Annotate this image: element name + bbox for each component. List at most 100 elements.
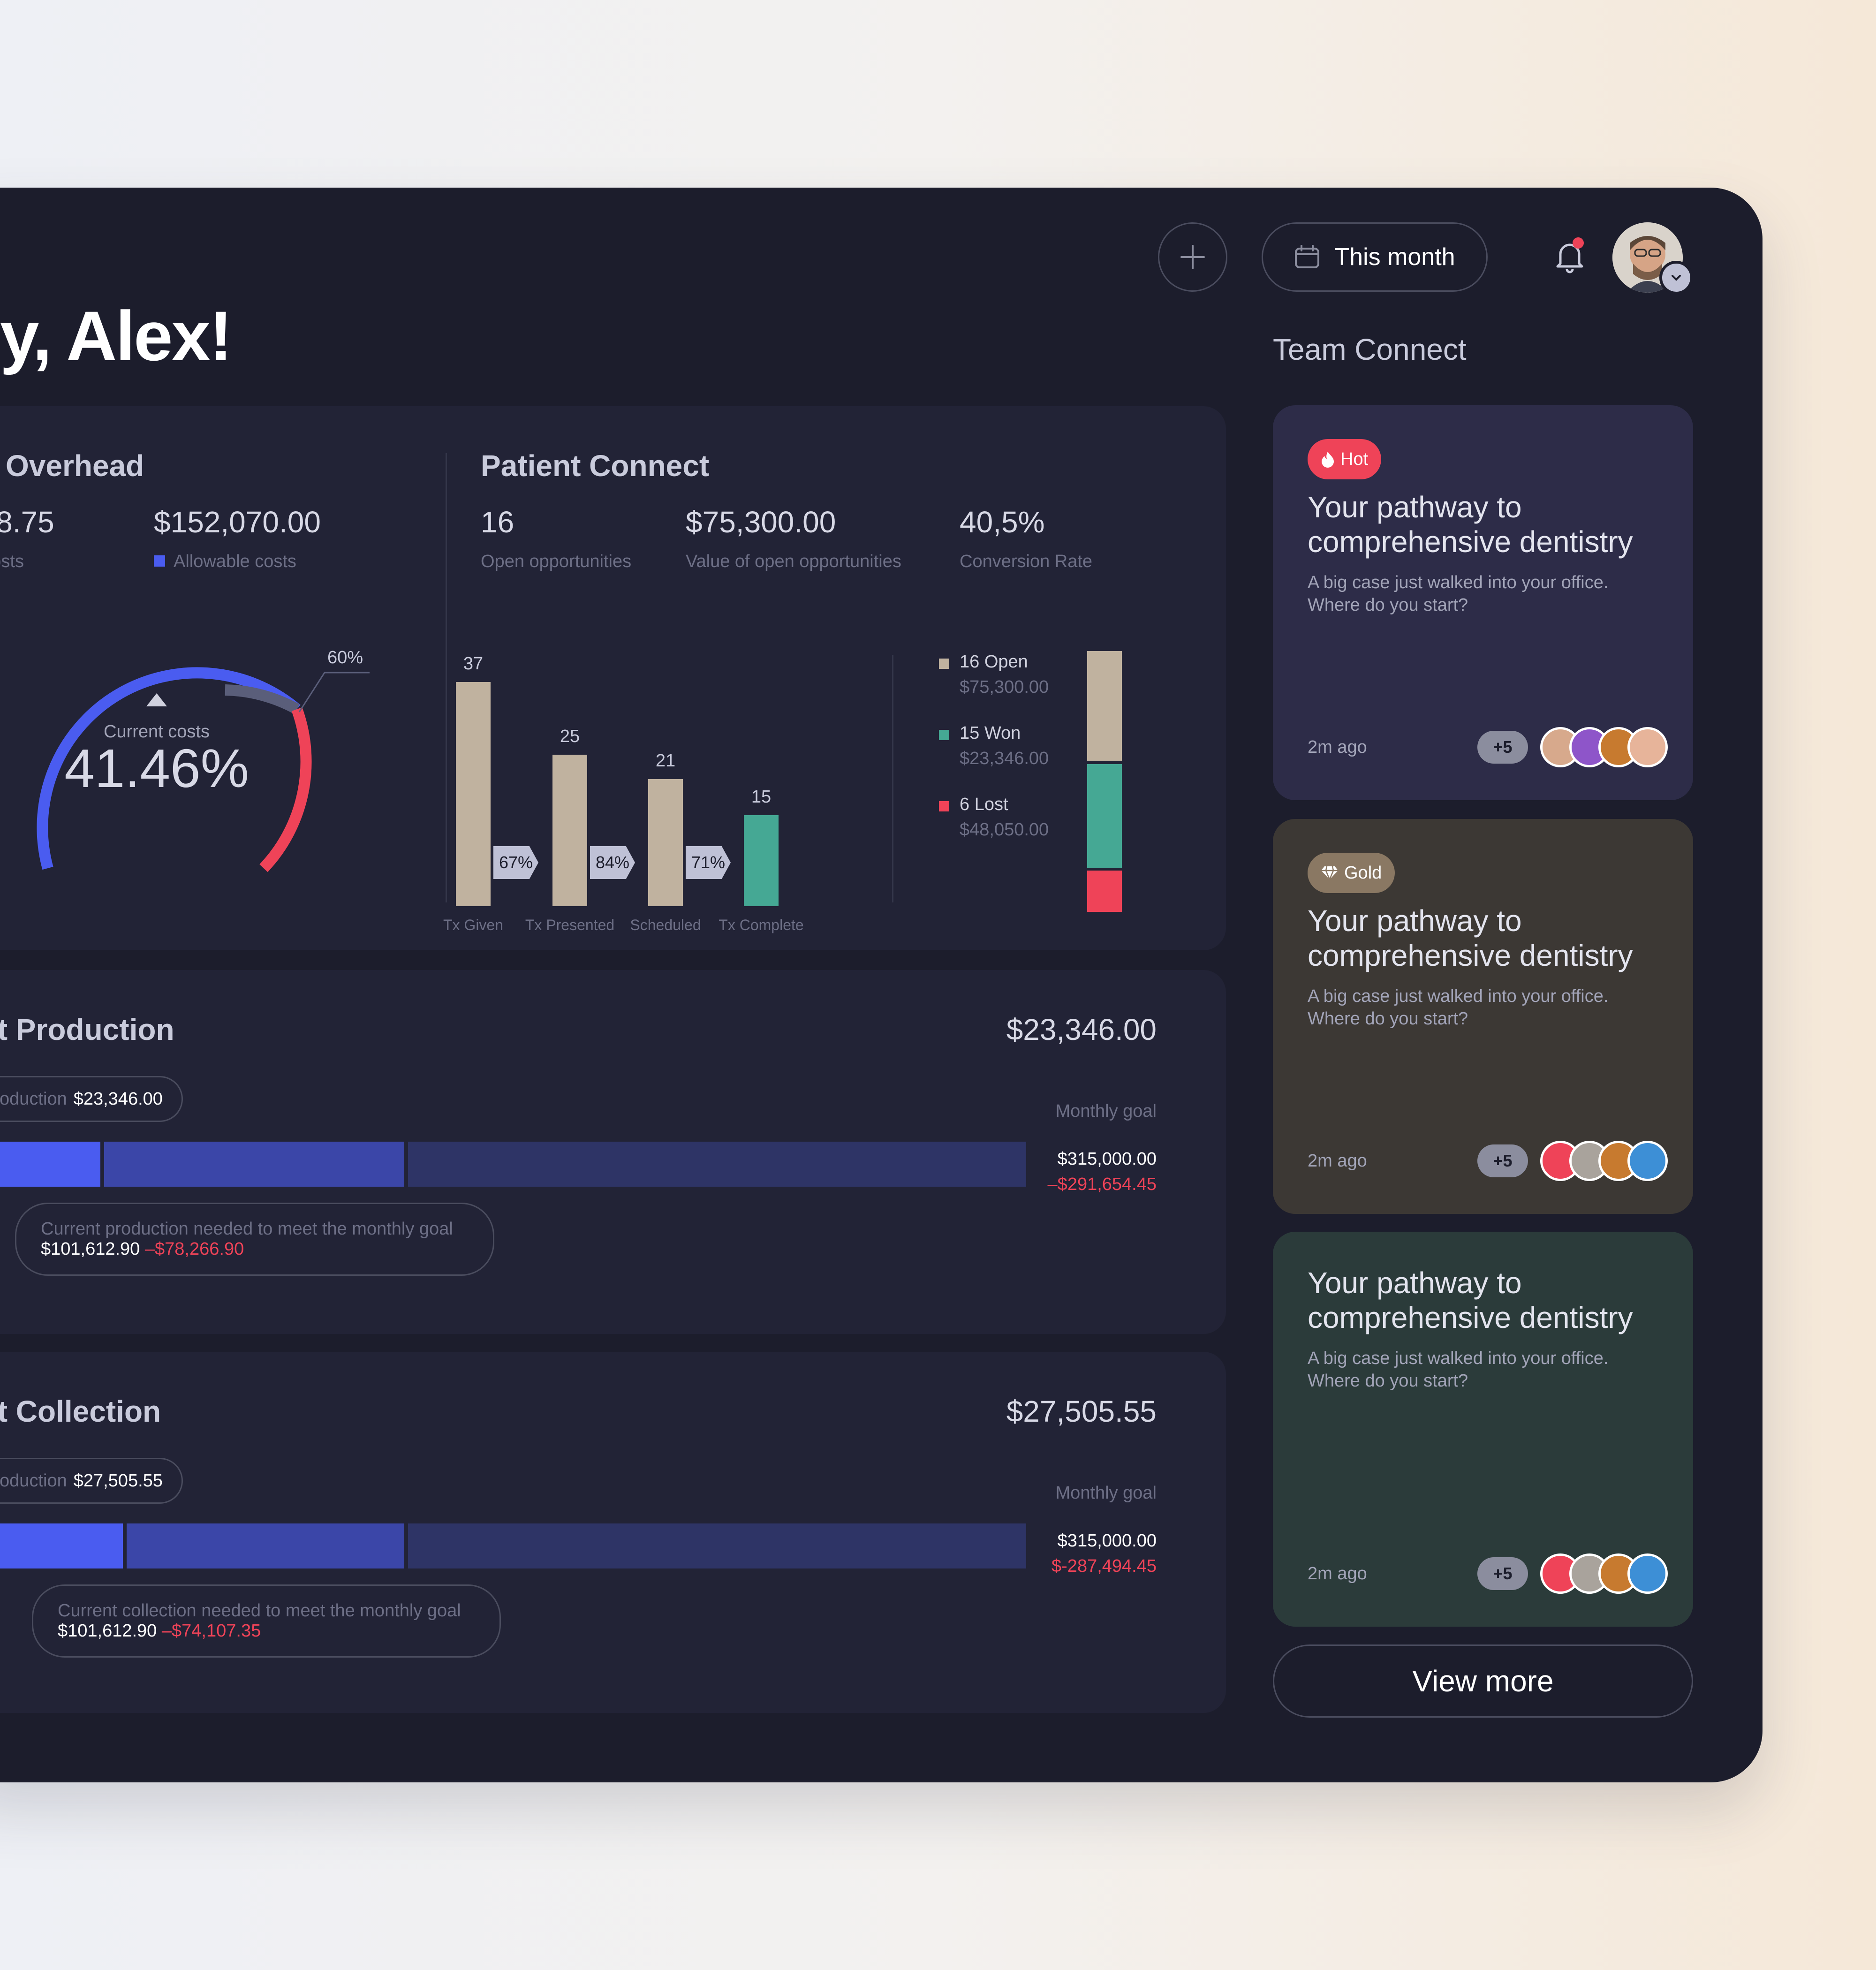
period-selector[interactable]: This month: [1262, 222, 1488, 292]
add-button[interactable]: [1158, 222, 1227, 292]
badge-label: Gold: [1344, 863, 1382, 883]
progress-remaining: [408, 1142, 1026, 1187]
pill-label: nt production: [0, 1089, 67, 1109]
collection-title: ent Collection: [0, 1394, 161, 1428]
legend-label: 16 Open: [960, 652, 1028, 672]
needed-value: $101,612.90: [58, 1621, 157, 1641]
progress-current: [0, 1523, 123, 1568]
allowable-costs-swatch: [154, 555, 165, 567]
stack-segment-won: [1087, 764, 1122, 868]
member-avatar: [1627, 1553, 1668, 1594]
legend-value: $75,300.00: [960, 677, 1049, 697]
needed-difference: –$78,266.90: [144, 1239, 244, 1259]
pill-values: $101,612.90 –$74,107.35: [58, 1621, 261, 1641]
gauge-value: 41.46%: [64, 738, 249, 799]
monthly-goal-label: Monthly goal: [1055, 1483, 1157, 1503]
costs-gauge: 60% Current costs 41.46%: [37, 648, 370, 872]
progress-current: [0, 1142, 100, 1187]
diamond-icon: [1321, 866, 1338, 880]
pill-label: Current collection needed to meet the mo…: [58, 1601, 461, 1621]
collection-needed-pill: Current collection needed to meet the mo…: [32, 1584, 501, 1658]
chart-divider: [892, 655, 893, 902]
notifications-button[interactable]: [1550, 236, 1589, 276]
team-card[interactable]: Gold Your pathway to comprehensive denti…: [1273, 819, 1693, 1214]
card-time: 2m ago: [1308, 737, 1367, 757]
conversion-badge: 71%: [686, 846, 731, 879]
gauge-arc-remaining: [225, 684, 300, 714]
production-total: $23,346.00: [1006, 1013, 1157, 1046]
hot-badge: Hot: [1308, 439, 1382, 479]
bar-value-label: 37: [463, 654, 484, 674]
collection-total: $27,505.55: [1006, 1394, 1157, 1428]
legend-value: $23,346.00: [960, 749, 1049, 768]
team-card[interactable]: Hot Your pathway to comprehensive dentis…: [1273, 405, 1693, 800]
profile-menu-toggle[interactable]: [1659, 261, 1693, 295]
bar-value-label: 21: [655, 750, 676, 771]
pill-value: $27,505.55: [73, 1470, 163, 1491]
legend-swatch-open: [939, 659, 949, 669]
card-time: 2m ago: [1308, 1151, 1367, 1171]
goal-value: $315,000.00: [1057, 1149, 1157, 1169]
card-description: A big case just walked into your office.…: [1308, 986, 1609, 1029]
more-members-badge: +5: [1477, 731, 1528, 764]
stat-value: $75,300.00: [686, 505, 836, 539]
member-avatar: [1627, 1141, 1668, 1181]
flame-icon: [1322, 452, 1334, 468]
x-axis-label: Tx Given: [443, 917, 504, 933]
progress-needed: [104, 1142, 404, 1187]
legend-label: 15 Won: [960, 723, 1021, 743]
stat-label: Value of open opportunities: [686, 552, 901, 571]
calendar-icon: [1295, 245, 1320, 268]
threshold-label: 60%: [327, 648, 363, 667]
legend-swatch-won: [939, 730, 949, 740]
user-photo: [1612, 222, 1683, 293]
conversion-badge: 84%: [590, 846, 635, 879]
overview-card: Overhead 088.75 nt costs $152,070.00 All…: [0, 406, 1226, 950]
view-more-button[interactable]: View more: [1273, 1644, 1693, 1718]
x-axis-label: Tx Complete: [719, 917, 804, 933]
progress-needed: [127, 1523, 404, 1568]
patient-connect-title: Patient Connect: [481, 449, 710, 483]
more-members-badge: +5: [1477, 1557, 1528, 1590]
needed-difference: –$74,107.35: [161, 1621, 261, 1641]
user-avatar[interactable]: [1612, 222, 1683, 293]
needed-value: $101,612.90: [41, 1239, 140, 1259]
gauge-pointer: [146, 693, 167, 706]
bell-icon: [1556, 237, 1584, 273]
production-card: ent Production $23,346.00 nt production …: [0, 970, 1226, 1334]
x-axis-label: Tx Presented: [525, 917, 615, 933]
funnel-bar: [456, 682, 491, 906]
monthly-goal-label: Monthly goal: [1055, 1101, 1157, 1121]
production-current-pill: nt production $23,346.00: [0, 1076, 183, 1122]
production-title: ent Production: [0, 1013, 174, 1046]
badge-label: Hot: [1340, 449, 1369, 469]
period-label: This month: [1334, 243, 1455, 271]
card-time: 2m ago: [1308, 1564, 1367, 1584]
dashboard-window: y, Alex! This month Overhead 088.75 nt c…: [0, 188, 1763, 1782]
allowable-costs-value: $152,070.00: [154, 505, 321, 539]
collection-card: ent Collection $27,505.55 nt production …: [0, 1352, 1226, 1713]
card-description: A big case just walked into your office.…: [1308, 573, 1609, 615]
goal-difference: $-287,494.45: [1051, 1556, 1157, 1576]
current-costs-label: nt costs: [0, 552, 24, 571]
pill-values: $101,612.90 –$78,266.90: [41, 1239, 244, 1259]
funnel-bar: [744, 815, 779, 906]
plus-icon: [1180, 245, 1205, 269]
legend-value: $48,050.00: [960, 820, 1049, 840]
team-card[interactable]: Your pathway to comprehensive dentistry …: [1273, 1232, 1693, 1627]
chevron-down-icon: [1672, 275, 1681, 281]
stack-segment-open: [1087, 651, 1122, 762]
gold-badge: Gold: [1308, 853, 1395, 893]
allowable-costs-label: Allowable costs: [174, 552, 296, 571]
x-axis-label: Scheduled: [630, 917, 701, 933]
stat-value: 16: [481, 505, 514, 539]
legend-swatch-lost: [939, 801, 949, 811]
funnel-bar: [552, 755, 587, 906]
progress-remaining: [408, 1523, 1026, 1568]
threshold-leader: [298, 672, 370, 712]
section-divider: [446, 453, 447, 902]
bar-value-label: 15: [751, 787, 772, 807]
overhead-title: Overhead: [6, 449, 144, 483]
legend-label: 6 Lost: [960, 795, 1008, 814]
gauge-label: Current costs: [104, 722, 210, 742]
